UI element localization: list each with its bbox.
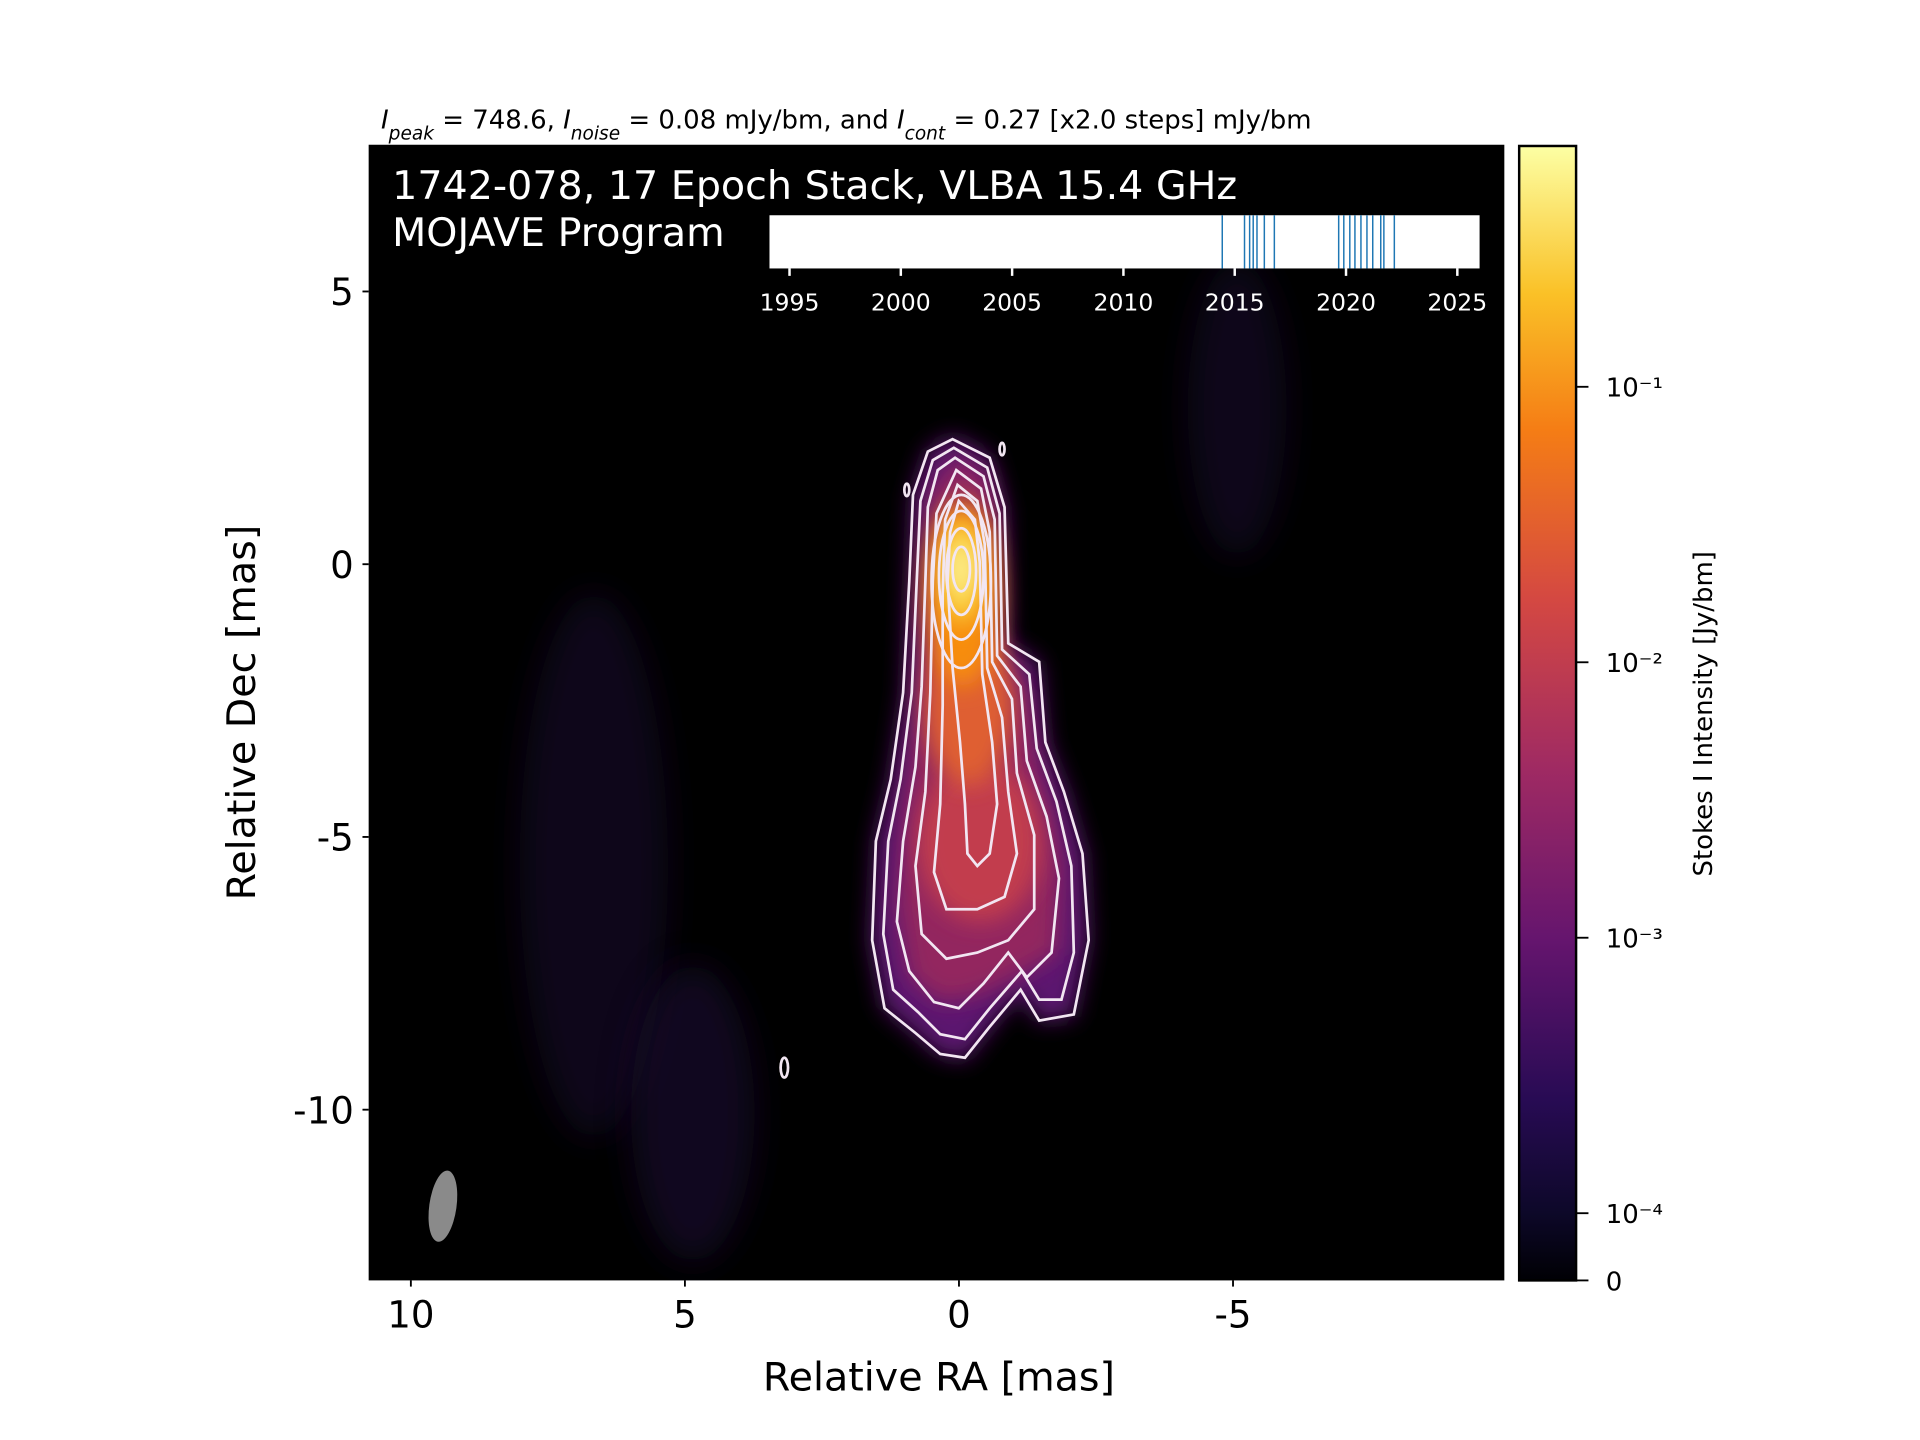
- x-tick-label: 0: [947, 1293, 971, 1336]
- x-tick-label: -5: [1215, 1293, 1252, 1336]
- colorbar-label: Stokes I Intensity [Jy/bm]: [1689, 551, 1719, 876]
- y-tick-label: 5: [330, 271, 354, 314]
- y-tick-label: -5: [317, 817, 354, 860]
- contour: [951, 545, 972, 593]
- colorbar-tick-label: 10⁻²: [1606, 649, 1663, 679]
- colorbar-tick-label: 10⁻¹: [1606, 374, 1663, 404]
- contour: [937, 509, 985, 641]
- title-part: = 0.27 [x2.0 steps] mJy/bm: [945, 106, 1311, 136]
- annotation: 1742-078, 17 Epoch Stack, VLBA 15.4 GHz: [392, 163, 1237, 209]
- epoch-tick-label: 2010: [1094, 289, 1154, 317]
- jet-peak: [951, 541, 972, 597]
- contour: [870, 437, 1091, 1060]
- title-part: I: [897, 106, 905, 136]
- contour: [914, 468, 1036, 961]
- noise: [1187, 259, 1287, 557]
- title-part: = 0.08 mJy/bm, and: [620, 106, 897, 136]
- epoch-tick-label: 1995: [760, 289, 820, 317]
- epoch-tick-label: 2000: [871, 289, 931, 317]
- colorbar: [1517, 144, 1578, 1282]
- contour: [902, 482, 911, 498]
- colorbar-tick-label: 10⁻³: [1606, 925, 1663, 955]
- title-subscript: cont: [905, 123, 946, 144]
- x-tick-label: 5: [673, 1293, 697, 1336]
- title-part: I: [381, 106, 389, 136]
- contour: [930, 493, 993, 670]
- contour: [895, 456, 1061, 1010]
- epoch-tick-label: 2020: [1316, 289, 1376, 317]
- epoch-tick-label: 2015: [1205, 289, 1265, 317]
- y-tick-label: -10: [293, 1089, 354, 1132]
- epoch-group: 1995 2000 2005 2010 2015 2020 2025: [760, 215, 1487, 317]
- epoch-tick-label: 2025: [1427, 289, 1487, 317]
- contour: [998, 441, 1006, 457]
- beam: [428, 1170, 458, 1242]
- contour: [779, 1056, 790, 1079]
- colorbar-tick-label: 10⁻⁴: [1606, 1200, 1663, 1230]
- annotation: MOJAVE Program: [392, 210, 724, 256]
- noise: [519, 593, 669, 1139]
- y-tick-label: 0: [330, 544, 354, 587]
- contour: [881, 446, 1076, 1041]
- title-subscript: peak: [388, 123, 436, 144]
- x-tick-label: 10: [387, 1293, 434, 1336]
- title-part: = 748.6,: [434, 106, 563, 136]
- noise: [630, 964, 755, 1262]
- plot-title: Ipeak = 748.6, Inoise = 0.08 mJy/bm, and…: [381, 106, 1312, 145]
- epoch-tick-label: 2005: [982, 289, 1042, 317]
- contour: [945, 526, 978, 617]
- title-part: I: [563, 106, 571, 136]
- y-axis-label: Relative Dec [mas]: [219, 525, 265, 901]
- title-subscript: noise: [571, 123, 620, 144]
- colorbar-tick-label: 0: [1606, 1267, 1623, 1297]
- x-axis-label: Relative RA [mas]: [763, 1355, 1115, 1401]
- contours: [779, 437, 1091, 1079]
